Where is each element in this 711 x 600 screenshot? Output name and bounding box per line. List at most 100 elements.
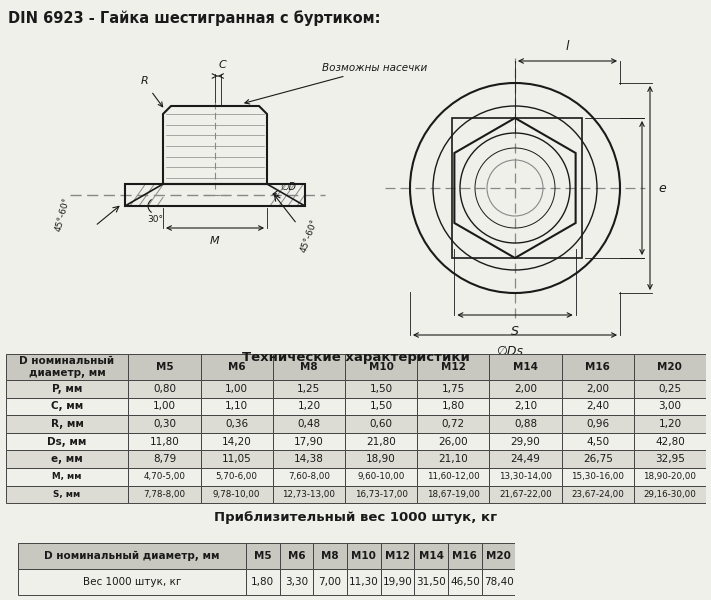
FancyBboxPatch shape: [201, 433, 273, 451]
Text: M8: M8: [321, 551, 339, 561]
Text: 16,73-17,00: 16,73-17,00: [355, 490, 407, 499]
FancyBboxPatch shape: [482, 569, 515, 595]
Text: DIN 6923 - Гайка шестигранная с буртиком:: DIN 6923 - Гайка шестигранная с буртиком…: [8, 10, 380, 26]
FancyBboxPatch shape: [129, 398, 201, 415]
FancyBboxPatch shape: [273, 468, 345, 485]
FancyBboxPatch shape: [246, 569, 279, 595]
Text: l: l: [566, 40, 570, 53]
Text: M5: M5: [254, 551, 272, 561]
FancyBboxPatch shape: [489, 451, 562, 468]
Text: 26,00: 26,00: [439, 437, 468, 446]
Text: 14,20: 14,20: [222, 437, 252, 446]
Text: 0,48: 0,48: [297, 419, 321, 429]
Text: 0,80: 0,80: [153, 384, 176, 394]
FancyBboxPatch shape: [417, 354, 489, 380]
Text: M16: M16: [585, 362, 610, 372]
Text: D номинальный диаметр, мм: D номинальный диаметр, мм: [44, 551, 220, 561]
Text: M10: M10: [351, 551, 376, 561]
FancyBboxPatch shape: [345, 398, 417, 415]
FancyBboxPatch shape: [273, 485, 345, 503]
FancyBboxPatch shape: [6, 398, 129, 415]
FancyBboxPatch shape: [380, 543, 415, 569]
FancyBboxPatch shape: [273, 354, 345, 380]
FancyBboxPatch shape: [634, 398, 706, 415]
Text: 1,20: 1,20: [297, 401, 321, 412]
Text: P, мм: P, мм: [52, 384, 82, 394]
FancyBboxPatch shape: [345, 354, 417, 380]
Text: 2,40: 2,40: [586, 401, 609, 412]
FancyBboxPatch shape: [489, 433, 562, 451]
Text: 4,70-5,00: 4,70-5,00: [144, 472, 186, 481]
FancyBboxPatch shape: [347, 543, 380, 569]
FancyBboxPatch shape: [129, 415, 201, 433]
Text: 46,50: 46,50: [450, 577, 480, 587]
Text: 1,80: 1,80: [442, 401, 465, 412]
Text: M8: M8: [300, 362, 318, 372]
Text: 1,10: 1,10: [225, 401, 248, 412]
Text: S, мм: S, мм: [53, 490, 80, 499]
FancyBboxPatch shape: [448, 543, 482, 569]
Text: M12: M12: [441, 362, 466, 372]
Text: M14: M14: [419, 551, 444, 561]
FancyBboxPatch shape: [201, 398, 273, 415]
FancyBboxPatch shape: [201, 380, 273, 398]
Text: 21,67-22,00: 21,67-22,00: [499, 490, 552, 499]
FancyBboxPatch shape: [417, 451, 489, 468]
FancyBboxPatch shape: [129, 451, 201, 468]
Text: 21,80: 21,80: [366, 437, 396, 446]
FancyBboxPatch shape: [6, 468, 129, 485]
FancyBboxPatch shape: [129, 468, 201, 485]
FancyBboxPatch shape: [562, 415, 634, 433]
Text: 21,10: 21,10: [439, 454, 468, 464]
Text: 29,16-30,00: 29,16-30,00: [643, 490, 696, 499]
FancyBboxPatch shape: [417, 485, 489, 503]
FancyBboxPatch shape: [634, 485, 706, 503]
Text: M14: M14: [513, 362, 538, 372]
FancyBboxPatch shape: [415, 543, 448, 569]
FancyBboxPatch shape: [273, 451, 345, 468]
FancyBboxPatch shape: [562, 468, 634, 485]
Text: 15,30-16,00: 15,30-16,00: [571, 472, 624, 481]
Text: 5,70-6,00: 5,70-6,00: [215, 472, 257, 481]
FancyBboxPatch shape: [489, 380, 562, 398]
FancyBboxPatch shape: [562, 398, 634, 415]
Text: R: R: [141, 76, 149, 86]
Text: M, мм: M, мм: [53, 472, 82, 481]
Text: 18,67-19,00: 18,67-19,00: [427, 490, 480, 499]
Text: 11,05: 11,05: [222, 454, 252, 464]
Text: 18,90-20,00: 18,90-20,00: [643, 472, 696, 481]
Text: 2,00: 2,00: [514, 384, 537, 394]
FancyBboxPatch shape: [448, 569, 482, 595]
FancyBboxPatch shape: [562, 354, 634, 380]
FancyBboxPatch shape: [6, 380, 129, 398]
Text: 18,90: 18,90: [366, 454, 396, 464]
FancyBboxPatch shape: [417, 468, 489, 485]
Text: 11,60-12,00: 11,60-12,00: [427, 472, 480, 481]
FancyBboxPatch shape: [347, 569, 380, 595]
Text: 1,25: 1,25: [297, 384, 321, 394]
Text: 8,79: 8,79: [153, 454, 176, 464]
FancyBboxPatch shape: [129, 485, 201, 503]
FancyBboxPatch shape: [201, 354, 273, 380]
FancyBboxPatch shape: [201, 415, 273, 433]
Text: 7,00: 7,00: [319, 577, 341, 587]
FancyBboxPatch shape: [345, 433, 417, 451]
Text: M20: M20: [486, 551, 511, 561]
FancyBboxPatch shape: [6, 433, 129, 451]
Text: 2,10: 2,10: [514, 401, 537, 412]
FancyBboxPatch shape: [201, 468, 273, 485]
Text: 19,90: 19,90: [383, 577, 412, 587]
Text: C, мм: C, мм: [51, 401, 83, 412]
Text: M6: M6: [287, 551, 305, 561]
FancyBboxPatch shape: [273, 415, 345, 433]
Text: 14,38: 14,38: [294, 454, 324, 464]
Text: e: e: [658, 181, 665, 194]
Text: M16: M16: [452, 551, 477, 561]
FancyBboxPatch shape: [634, 415, 706, 433]
FancyBboxPatch shape: [417, 380, 489, 398]
FancyBboxPatch shape: [489, 354, 562, 380]
Text: 1,00: 1,00: [153, 401, 176, 412]
FancyBboxPatch shape: [417, 415, 489, 433]
FancyBboxPatch shape: [562, 433, 634, 451]
Text: M: M: [210, 236, 220, 246]
